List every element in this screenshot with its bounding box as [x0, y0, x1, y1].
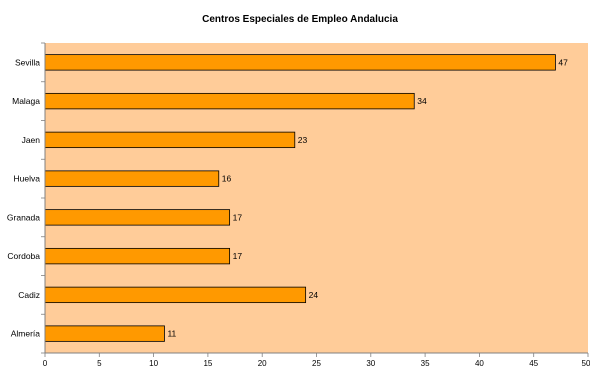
- category-label-2: Jaen: [22, 135, 41, 145]
- x-tick-label-2: 10: [149, 359, 158, 367]
- category-label-5: Cordoba: [7, 251, 40, 261]
- x-tick-label-5: 25: [312, 359, 321, 367]
- bar-2: [44, 131, 296, 149]
- bar-3: [44, 170, 220, 187]
- value-label-6: 24: [309, 290, 319, 300]
- category-label-6: Cadiz: [18, 290, 40, 300]
- bars-group: 47 34 23 16 17 17 24 11: [44, 54, 568, 342]
- x-tick-label-7: 35: [421, 359, 430, 367]
- chart-title: Centros Especiales de Empleo Andalucia: [202, 14, 398, 25]
- value-label-2: 23: [298, 135, 308, 145]
- category-label-0: Sevilla: [15, 57, 40, 67]
- bar-0: [44, 54, 556, 71]
- category-label-3: Huelva: [14, 174, 41, 184]
- bar-4: [44, 209, 231, 226]
- category-label-7: Almería: [11, 329, 41, 339]
- x-tick-label-1: 5: [97, 359, 102, 367]
- x-tick-label-10: 50: [582, 359, 590, 367]
- bar-7: [44, 325, 165, 342]
- x-tick-label-9: 45: [529, 359, 538, 367]
- category-label-4: Granada: [7, 212, 40, 222]
- value-label-4: 17: [233, 212, 243, 222]
- x-tick-label-0: 0: [43, 359, 48, 367]
- value-label-5: 17: [233, 251, 243, 261]
- bar-5: [44, 247, 231, 265]
- value-label-7: 11: [167, 329, 176, 339]
- x-tick-label-4: 20: [258, 359, 267, 367]
- x-tick-label-8: 40: [475, 359, 484, 367]
- x-tick-label-3: 15: [203, 359, 212, 367]
- bar-6: [44, 286, 307, 304]
- x-tick-label-6: 30: [366, 359, 375, 367]
- value-label-0: 47: [558, 57, 568, 67]
- plot-area: [45, 43, 588, 353]
- axes-group: Sevilla Malaga Jaen Huelva Granada Cordoba Cad…: [7, 42, 590, 367]
- category-label-1: Malaga: [12, 96, 40, 106]
- value-label-1: 34: [417, 96, 427, 106]
- bar-1: [44, 92, 415, 110]
- value-label-3: 16: [222, 174, 232, 184]
